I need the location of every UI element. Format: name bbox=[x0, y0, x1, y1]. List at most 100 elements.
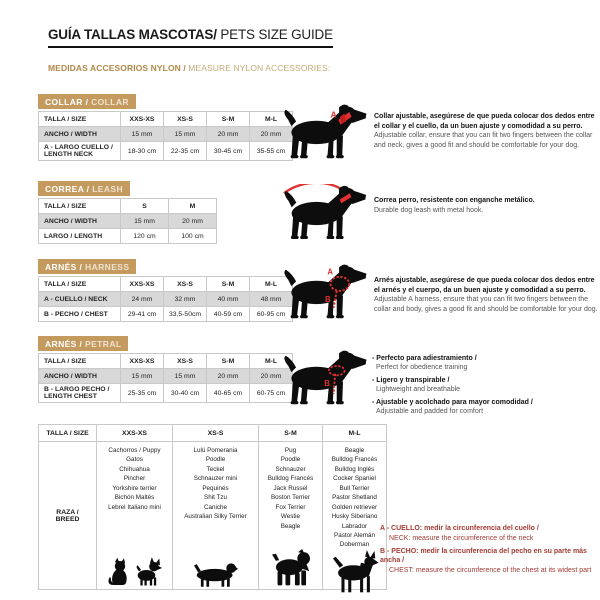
breed-list: Lulú Pomerania Poodle Teckel Schnauzer m… bbox=[184, 447, 247, 521]
collar-desc-es: Collar ajustable, asegúrese de que pueda… bbox=[374, 113, 595, 130]
cell: 100 cm bbox=[168, 228, 217, 244]
note-b-en: CHEST: measure the circumference of the … bbox=[389, 567, 592, 575]
feature-es: - Ajustable y acolchado para mayor comod… bbox=[372, 398, 533, 406]
cell: 22-35 cm bbox=[163, 141, 207, 161]
page-title-en: PETS SIZE GUIDE bbox=[216, 27, 333, 42]
feature-en: Lightweight and breathable bbox=[376, 386, 461, 394]
badge-label-en: COLLAR bbox=[91, 97, 129, 107]
table-row-neck: A - CUELLO / NECK 24 mm 32 mm 40 mm 48 m… bbox=[38, 291, 293, 307]
header-cell: S bbox=[120, 198, 169, 214]
measurement-notes: A - CUELLO: medir la circunferencia del … bbox=[380, 524, 598, 579]
cell: 120 cm bbox=[120, 228, 169, 244]
header-cell: XS-S bbox=[163, 111, 207, 127]
row-label: ANCHO / WIDTH bbox=[38, 213, 121, 229]
petral-feature-list: - Perfecto para adiestramiento / Perfect… bbox=[372, 352, 598, 420]
petral-marker-b: B bbox=[324, 379, 330, 388]
header-cell: TALLA / SIZE bbox=[38, 424, 97, 442]
breed-silhouettes bbox=[331, 549, 379, 594]
row-label: A - LARGO CUELLO / LENGTH NECK bbox=[38, 141, 121, 161]
breed-cell-m-l: Beagle Bulldog Francés Bulldog Inglés Co… bbox=[322, 441, 387, 593]
header-cell: TALLA / SIZE bbox=[38, 276, 121, 292]
header-cell: XXS-XS bbox=[120, 276, 164, 292]
cell: 32 mm bbox=[163, 291, 207, 307]
page-title: GUÍA TALLAS MASCOTAS/ PETS SIZE GUIDE bbox=[48, 27, 333, 48]
harness-dog-illustration: A B bbox=[284, 264, 367, 319]
row-label: ANCHO / WIDTH bbox=[38, 126, 121, 142]
breed-silhouettes bbox=[107, 557, 162, 587]
feature-es: - Ligero y transpirable / bbox=[372, 376, 450, 384]
cell: 33,5-50cm bbox=[163, 306, 207, 322]
badge-label-es: ARNÉS / bbox=[45, 339, 86, 349]
cell: 20 mm bbox=[206, 368, 250, 384]
table-row-neck-length: A - LARGO CUELLO / LENGTH NECK 18-30 cm … bbox=[38, 141, 293, 161]
collar-dog-illustration: A bbox=[284, 104, 367, 159]
breed-cell-xs-s: Lulú Pomerania Poodle Teckel Schnauzer m… bbox=[172, 441, 259, 590]
leash-dog-illustration bbox=[283, 184, 367, 240]
breed-cell-xxs-xs: Cachorros / Puppy Gatos Chihuahua Pinche… bbox=[96, 441, 173, 590]
collar-desc-en: Adjustable collar, ensure that you can f… bbox=[374, 132, 593, 149]
header-cell: XXS-XS bbox=[120, 353, 164, 369]
cell: 20 mm bbox=[206, 126, 250, 142]
doberman-icon bbox=[332, 549, 379, 593]
harness-marker-a: A bbox=[327, 267, 333, 276]
cell: 60-75 cm bbox=[249, 383, 293, 403]
collar-size-table: TALLA / SIZE XXS-XS XS-S S-M M-L ANCHO /… bbox=[38, 111, 293, 161]
breed-row-label: RAZA / BREED bbox=[38, 441, 97, 590]
table-header-row: TALLA / SIZE XXS-XS XS-S S-M M-L bbox=[38, 353, 293, 369]
row-label: ANCHO / WIDTH bbox=[38, 368, 121, 384]
table-row-length: LARGO / LENGTH 120 cm 100 cm bbox=[38, 228, 217, 244]
feature-es: - Perfecto para adiestramiento / bbox=[372, 355, 477, 362]
harness-desc-es: Arnés ajustable, asegúrese de que pueda … bbox=[374, 277, 595, 294]
cell: 20 mm bbox=[168, 213, 217, 229]
collar-description: Collar ajustable, asegúrese de que pueda… bbox=[374, 112, 598, 151]
cell: 15 mm bbox=[163, 126, 207, 142]
cell: 18-30 cm bbox=[120, 141, 164, 161]
breed-list: Pug Poodle Schnauzer Bulldog Francés Jac… bbox=[267, 447, 314, 530]
cell: 40 mm bbox=[206, 291, 250, 307]
leash-description: Correa perro, resistente con enganche me… bbox=[374, 196, 598, 215]
cell: 15 mm bbox=[120, 126, 164, 142]
cell: 25-35 cm bbox=[120, 383, 164, 403]
breed-body-row: RAZA / BREED Cachorros / Puppy Gatos Chi… bbox=[38, 441, 387, 593]
chihuahua-icon bbox=[136, 557, 162, 586]
breed-cell-s-m: Pug Poodle Schnauzer Bulldog Francés Jac… bbox=[258, 441, 323, 590]
header-cell: M bbox=[168, 198, 217, 214]
header-cell: S-M bbox=[206, 111, 250, 127]
petral-size-table: TALLA / SIZE XXS-XS XS-S S-M M-L ANCHO /… bbox=[38, 353, 293, 403]
cell: 15 mm bbox=[163, 368, 207, 384]
collar-marker-a: A bbox=[330, 110, 336, 120]
header-cell: XXS-XS bbox=[120, 111, 164, 127]
table-row-width: ANCHO / WIDTH 15 mm 20 mm bbox=[38, 213, 217, 229]
table-row-width: ANCHO / WIDTH 15 mm 15 mm 20 mm 20 mm bbox=[38, 126, 293, 142]
note-a-en: NECK: measure the circumference of the n… bbox=[389, 534, 534, 542]
leash-section-badge: CORREA / LEASH bbox=[38, 181, 131, 196]
table-row-chest-length: B - LARGO PECHO / LENGTH CHEST 25-35 cm … bbox=[38, 383, 293, 403]
badge-label-en: PETRAL bbox=[85, 339, 122, 349]
leash-size-table: TALLA / SIZE S M ANCHO / WIDTH 15 mm 20 … bbox=[38, 198, 217, 244]
leash-desc-es: Correa perro, resistente con enganche me… bbox=[374, 197, 535, 204]
table-header-row: TALLA / SIZE XXS-XS XS-S S-M M-L bbox=[38, 111, 293, 127]
cell: 30-40 cm bbox=[163, 383, 207, 403]
header-cell: XXS-XS bbox=[96, 424, 173, 442]
header-cell: XS-S bbox=[172, 424, 259, 442]
table-header-row: TALLA / SIZE S M bbox=[38, 198, 217, 214]
note-a-es: A - CUELLO: medir la circunferencia del … bbox=[380, 525, 539, 532]
row-label: A - CUELLO / NECK bbox=[38, 291, 121, 307]
cell: 40-59 cm bbox=[206, 306, 250, 322]
subtitle: MEDIDAS ACCESORIOS NYLON / MEASURE NYLON… bbox=[48, 63, 330, 73]
harness-size-table: TALLA / SIZE XXS-XS XS-S S-M M-L A - CUE… bbox=[38, 276, 293, 322]
cell: 60-95 cm bbox=[249, 306, 293, 322]
table-header-row: TALLA / SIZE XXS-XS XS-S S-M M-L bbox=[38, 276, 293, 292]
breed-table: TALLA / SIZE XXS-XS XS-S S-M M-L RAZA / … bbox=[38, 424, 387, 593]
cell: 29-41 cm bbox=[120, 306, 164, 322]
breed-list: Beagle Bulldog Francés Bulldog Inglés Co… bbox=[331, 447, 378, 549]
row-label: B - LARGO PECHO / LENGTH CHEST bbox=[38, 383, 121, 403]
dachshund-icon bbox=[193, 563, 238, 587]
breed-silhouettes bbox=[193, 559, 238, 587]
header-cell: S-M bbox=[206, 276, 250, 292]
petral-dog-illustration: B bbox=[284, 350, 367, 405]
subtitle-es: MEDIDAS ACCESORIOS NYLON / bbox=[48, 63, 189, 73]
leash-desc-en: Durable dog leash with metal hook. bbox=[374, 206, 484, 214]
feature-en: Perfect for obedience training bbox=[376, 364, 468, 372]
breed-header-row: TALLA / SIZE XXS-XS XS-S S-M M-L bbox=[38, 424, 387, 442]
